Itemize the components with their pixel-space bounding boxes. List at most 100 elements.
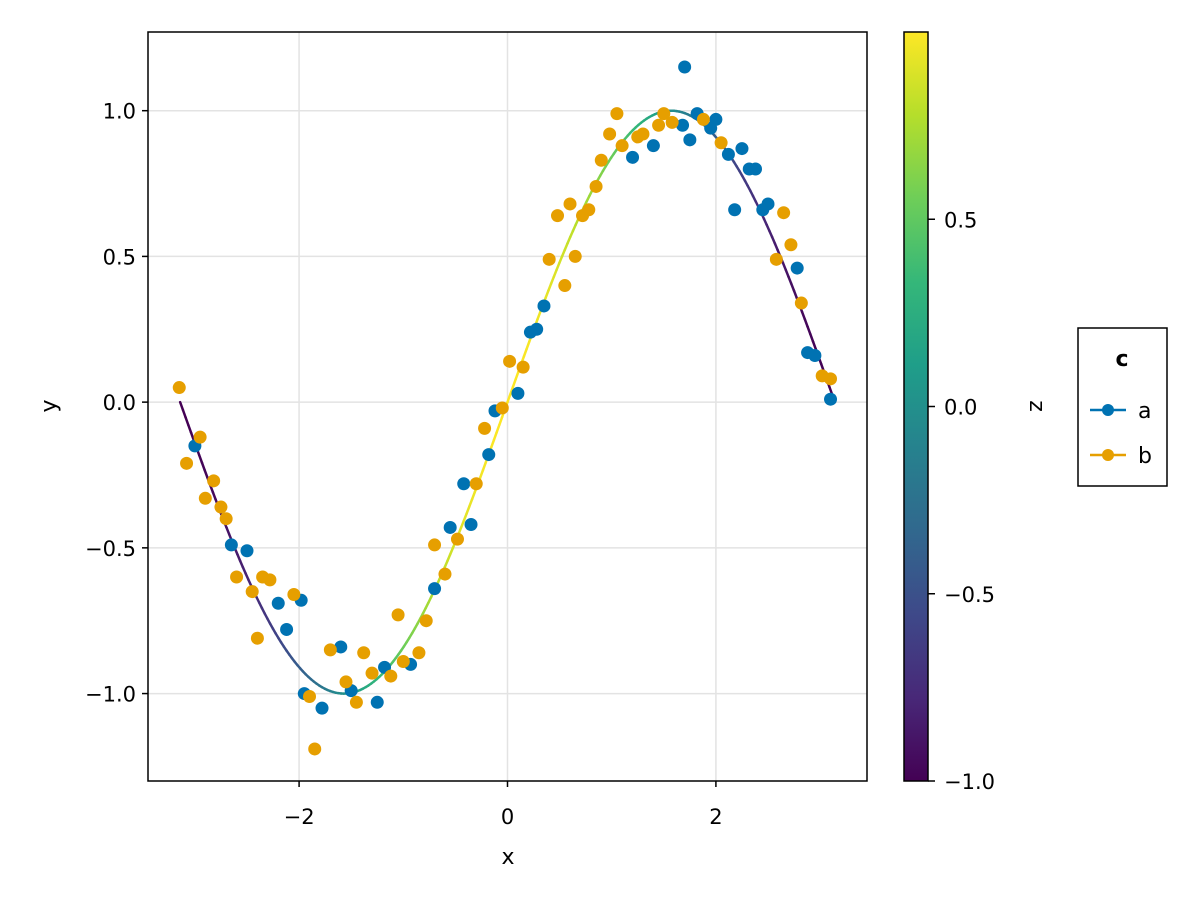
point-b-43 — [610, 107, 623, 120]
point-b-54 — [784, 238, 797, 251]
point-a-24 — [647, 139, 660, 152]
legend: c a b — [1078, 328, 1167, 486]
point-b-33 — [543, 253, 556, 266]
colorbar-tick-label-1: −0.5 — [944, 583, 995, 607]
point-b-46 — [636, 128, 649, 141]
point-b-0 — [173, 381, 186, 394]
point-b-23 — [412, 646, 425, 659]
point-b-4 — [207, 474, 220, 487]
scatter-points — [173, 60, 837, 755]
colorbar-ticks: −1.0 −0.5 0.0 0.5 — [928, 208, 995, 794]
point-b-6 — [220, 512, 233, 525]
legend-marker-b — [1102, 449, 1114, 461]
point-b-37 — [569, 250, 582, 263]
point-a-41 — [824, 393, 837, 406]
point-b-53 — [777, 206, 790, 219]
point-b-11 — [263, 573, 276, 586]
point-b-2 — [194, 431, 207, 444]
y-tick-label-4: 1.0 — [103, 100, 136, 124]
legend-marker-a — [1102, 404, 1114, 416]
point-b-34 — [551, 209, 564, 222]
point-b-44 — [616, 139, 629, 152]
point-a-23 — [626, 151, 639, 164]
point-b-51 — [715, 136, 728, 149]
point-a-7 — [316, 702, 329, 715]
y-axis-title: y — [37, 399, 62, 412]
point-b-30 — [496, 401, 509, 414]
point-b-32 — [517, 361, 530, 374]
point-b-13 — [303, 690, 316, 703]
point-b-22 — [397, 655, 410, 668]
point-a-10 — [371, 696, 384, 709]
point-a-16 — [465, 518, 478, 531]
point-b-52 — [770, 253, 783, 266]
y-tick-label-0: −1.0 — [85, 683, 136, 707]
point-b-40 — [590, 180, 603, 193]
point-b-25 — [428, 538, 441, 551]
point-a-26 — [678, 60, 691, 73]
point-b-24 — [420, 614, 433, 627]
legend-label-b: b — [1138, 444, 1152, 469]
point-a-2 — [240, 544, 253, 557]
point-b-9 — [251, 632, 264, 645]
point-a-14 — [444, 521, 457, 534]
point-b-16 — [339, 675, 352, 688]
colorbar-tick-label-0: −1.0 — [944, 770, 995, 794]
point-a-38 — [791, 262, 804, 275]
point-a-30 — [709, 113, 722, 126]
x-axis-ticks: −2 0 2 — [284, 781, 723, 829]
point-b-7 — [230, 570, 243, 583]
point-a-27 — [683, 133, 696, 146]
point-a-21 — [530, 323, 543, 336]
x-tick-label-0: −2 — [284, 805, 315, 829]
point-a-4 — [280, 623, 293, 636]
point-b-39 — [582, 203, 595, 216]
point-b-5 — [214, 501, 227, 514]
point-b-1 — [180, 457, 193, 470]
point-b-41 — [595, 154, 608, 167]
point-b-31 — [503, 355, 516, 368]
colorbar-title: z — [1024, 400, 1049, 412]
y-axis-ticks: −1.0 −0.5 0.0 0.5 1.0 — [85, 100, 148, 707]
legend-title: c — [1115, 347, 1128, 372]
point-a-13 — [428, 582, 441, 595]
colorbar-tick-label-3: 0.5 — [944, 208, 977, 232]
point-a-3 — [272, 597, 285, 610]
point-a-31 — [722, 148, 735, 161]
point-b-19 — [366, 667, 379, 680]
point-a-17 — [482, 448, 495, 461]
point-a-32 — [728, 203, 741, 216]
x-tick-label-2: 2 — [709, 805, 722, 829]
point-b-57 — [824, 372, 837, 385]
x-axis-title: x — [501, 845, 514, 870]
point-a-1 — [225, 538, 238, 551]
point-b-12 — [287, 588, 300, 601]
point-b-42 — [603, 128, 616, 141]
point-b-49 — [666, 116, 679, 129]
legend-label-a: a — [1138, 399, 1151, 424]
y-tick-label-1: −0.5 — [85, 537, 136, 561]
y-tick-label-2: 0.0 — [103, 391, 136, 415]
point-b-50 — [697, 113, 710, 126]
x-tick-label-1: 0 — [501, 805, 514, 829]
y-tick-label-3: 0.5 — [103, 245, 136, 269]
point-b-14 — [308, 742, 321, 755]
point-b-8 — [246, 585, 259, 598]
point-a-33 — [735, 142, 748, 155]
point-b-55 — [795, 297, 808, 310]
point-b-28 — [470, 477, 483, 490]
point-a-35 — [749, 162, 762, 175]
point-a-37 — [762, 197, 775, 210]
point-a-22 — [537, 299, 550, 312]
point-a-19 — [511, 387, 524, 400]
point-b-21 — [392, 608, 405, 621]
point-b-29 — [478, 422, 491, 435]
point-b-17 — [350, 696, 363, 709]
colorbar-tick-label-2: 0.0 — [944, 396, 977, 420]
point-b-47 — [652, 119, 665, 132]
point-a-40 — [808, 349, 821, 362]
point-b-27 — [451, 533, 464, 546]
colorbar — [904, 32, 928, 781]
